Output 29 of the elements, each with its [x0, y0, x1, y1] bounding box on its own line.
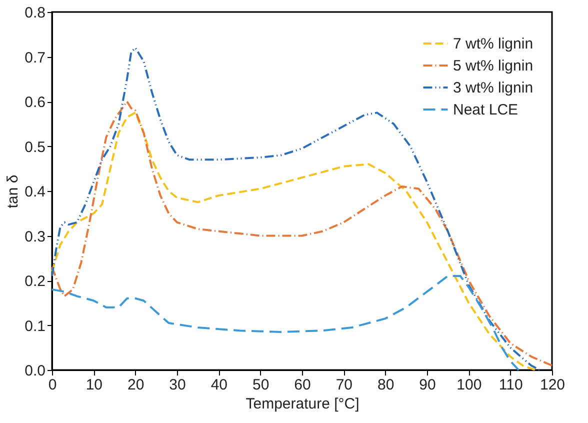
y-tick-label: 0.8: [24, 4, 46, 22]
x-tick-label: 50: [252, 376, 270, 394]
x-axis-title: Temperature [°C]: [246, 396, 360, 412]
x-tick-label: 0: [48, 376, 57, 394]
legend-label: 7 wt% lignin: [453, 36, 534, 52]
x-tick-label: 20: [127, 376, 144, 394]
y-tick-label: 0.2: [24, 273, 46, 290]
y-tick-label: 0.7: [24, 49, 46, 66]
y-tick-label: 0.6: [24, 94, 46, 111]
y-axis-title: tan δ: [4, 174, 22, 208]
x-tick-label: 120: [540, 376, 566, 394]
x-tick-label: 30: [169, 376, 186, 394]
line-series: [51, 275, 520, 371]
x-tick-label: 40: [210, 376, 228, 394]
y-tick-label: 0.0: [24, 362, 46, 380]
x-tick-label: 70: [336, 376, 353, 394]
legend-label: 3 wt% lignin: [453, 80, 534, 96]
x-tick-label: 90: [419, 376, 436, 394]
x-tick-label: 100: [456, 376, 482, 394]
x-tick-label: 10: [86, 376, 103, 394]
y-tick-label: 0.3: [24, 228, 46, 246]
legend-label: Neat LCE: [453, 102, 518, 118]
x-tick-label: 60: [294, 376, 311, 394]
x-tick-label: 80: [377, 376, 394, 394]
y-tick-label: 0.4: [24, 184, 46, 200]
y-tick-label: 0.1: [24, 318, 46, 335]
y-tick-label: 0.5: [24, 138, 46, 156]
legend-label: 5 wt% lignin: [453, 58, 534, 74]
x-tick-label: 110: [498, 376, 523, 394]
